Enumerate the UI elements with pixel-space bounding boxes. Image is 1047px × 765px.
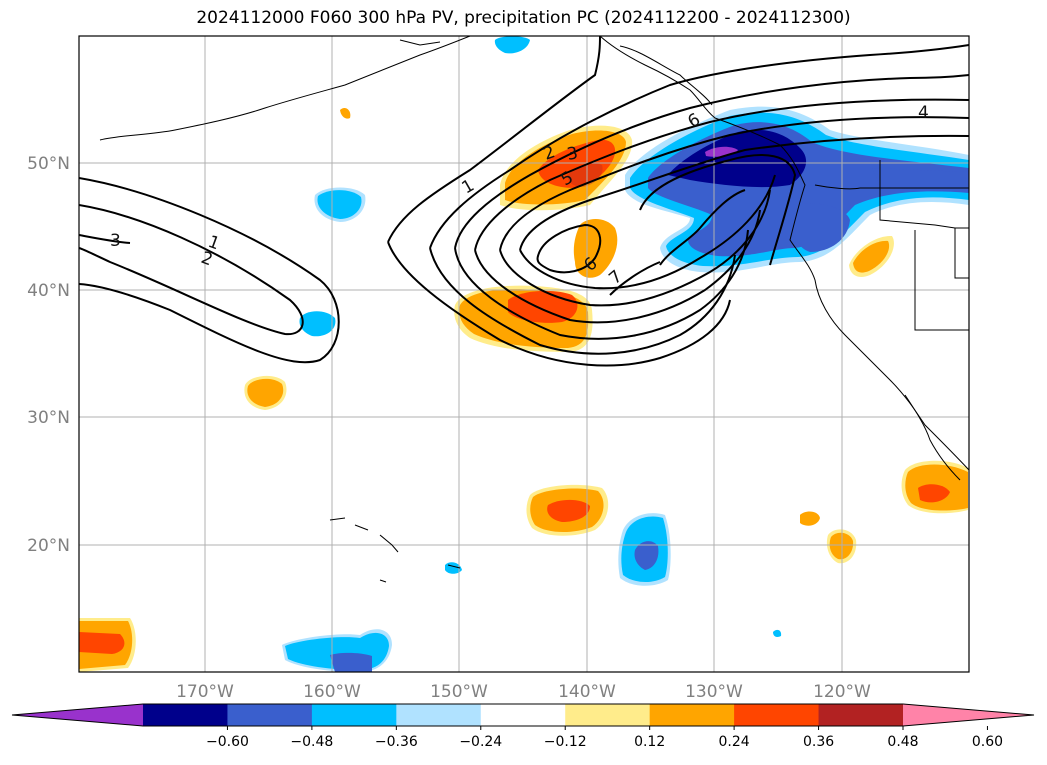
colorbar-tick-label: 0.60 [972, 734, 1003, 750]
contour-label: 3 [565, 143, 579, 165]
longitude-labels: 170°W 160°W 150°W 140°W 130°W 120°W [176, 682, 871, 702]
contour-label: 4 [918, 103, 929, 123]
colorbar-outline [11, 703, 1035, 727]
colorbar-tick-label: 0.24 [719, 734, 750, 750]
colorbar-segment [649, 704, 735, 726]
map-title: 2024112000 F060 300 hPa PV, precipitatio… [196, 8, 851, 28]
lat-label: 30°N [27, 408, 70, 428]
graticule [79, 36, 969, 672]
colorbar-segment [480, 704, 566, 726]
lon-label: 130°W [685, 682, 743, 702]
colorbar-tick-label: 0.48 [887, 734, 918, 750]
colorbar-segment [143, 704, 228, 726]
colorbar-tick-label: −0.36 [375, 734, 418, 750]
pv-contours [79, 36, 969, 367]
colorbar: −0.60 −0.48 −0.36 −0.24 −0.12 0.12 0.24 0.36 0.4… [11, 703, 1035, 750]
contour-label: 3 [110, 231, 121, 251]
colorbar-tick-label: −0.48 [290, 734, 333, 750]
colorbar-segment [311, 704, 397, 726]
colorbar-tick-label: 0.12 [634, 734, 665, 750]
lat-label: 50°N [27, 154, 70, 174]
colorbar-segment [734, 704, 820, 726]
colorbar-tick-label: −0.24 [459, 734, 502, 750]
lat-label: 20°N [27, 536, 70, 556]
colorbar-segment [818, 704, 904, 726]
map-area [79, 36, 969, 672]
lon-label: 160°W [303, 682, 361, 702]
colorbar-segment [227, 704, 313, 726]
colorbar-segment [565, 704, 651, 726]
colorbar-extend-high [903, 704, 1034, 726]
lon-label: 150°W [430, 682, 488, 702]
lat-label: 40°N [27, 281, 70, 301]
colorbar-tick-label: −0.60 [206, 734, 249, 750]
coastlines [99, 36, 969, 583]
colorbar-tick-label: −0.12 [544, 734, 587, 750]
colorbar-segment [396, 704, 482, 726]
map-frame [78, 35, 970, 673]
colorbar-tick-label: 0.36 [803, 734, 834, 750]
lon-label: 140°W [558, 682, 616, 702]
colorbar-extend-low [12, 704, 143, 726]
lon-label: 170°W [176, 682, 234, 702]
lon-label: 120°W [813, 682, 871, 702]
latitude-labels: 50°N 40°N 30°N 20°N [27, 154, 70, 556]
